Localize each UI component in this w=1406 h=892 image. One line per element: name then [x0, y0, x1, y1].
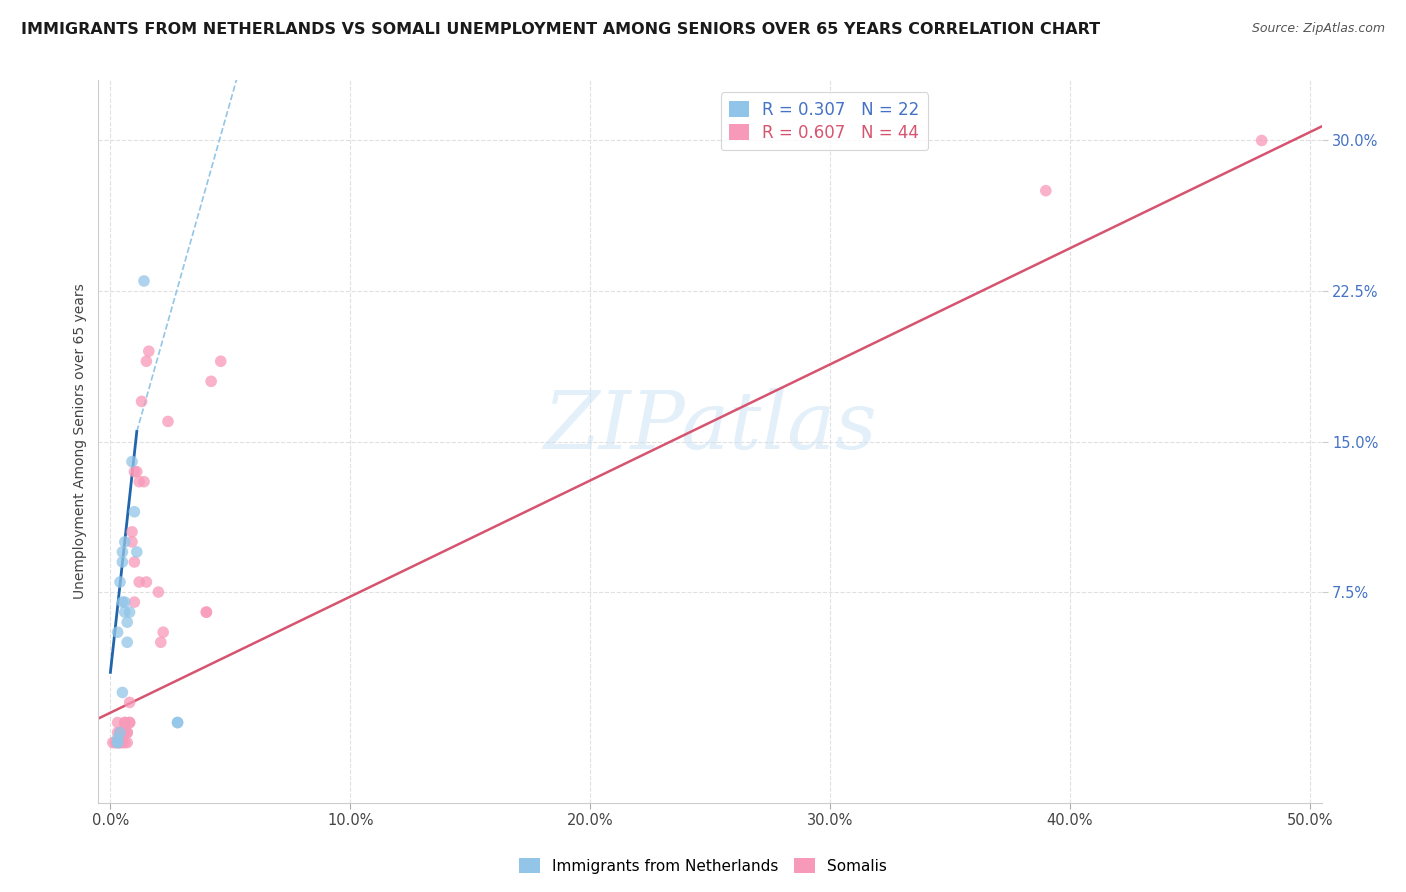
Point [111, 595, 134, 609]
Point [114, 595, 136, 609]
Point [166, 715, 188, 730]
Point [124, 505, 146, 519]
Point [115, 735, 138, 749]
Point [118, 696, 141, 710]
Point [128, 475, 150, 489]
Point [107, 735, 129, 749]
Point [121, 454, 143, 469]
Point [125, 545, 148, 559]
Y-axis label: Unemployment Among Seniors over 65 years: Unemployment Among Seniors over 65 years [73, 284, 87, 599]
Point [115, 635, 138, 649]
Point [107, 725, 129, 739]
Point [114, 715, 136, 730]
Point [101, 735, 124, 749]
Point [115, 725, 138, 739]
Point [135, 574, 157, 589]
Point [152, 625, 174, 640]
Point [124, 465, 146, 479]
Point [156, 414, 179, 428]
Point [132, 475, 155, 489]
Legend: R = 0.307   N = 22, R = 0.607   N = 44: R = 0.307 N = 22, R = 0.607 N = 44 [721, 92, 928, 150]
Text: Source: ZipAtlas.com: Source: ZipAtlas.com [1251, 22, 1385, 36]
Point [108, 574, 131, 589]
Point [111, 685, 134, 699]
Point [138, 344, 160, 359]
Point [107, 625, 129, 640]
Point [118, 715, 141, 730]
Point [118, 605, 141, 619]
Point [111, 735, 134, 749]
Point [108, 725, 131, 739]
Point [111, 725, 134, 739]
Point [195, 605, 218, 619]
Point [132, 274, 155, 288]
Point [124, 555, 146, 569]
Point [114, 605, 136, 619]
Point [115, 615, 138, 630]
Point [108, 735, 131, 749]
Point [104, 735, 127, 749]
Point [114, 715, 136, 730]
Point [107, 715, 129, 730]
Point [195, 605, 218, 619]
Point [125, 465, 148, 479]
Point [149, 635, 172, 649]
Point [131, 394, 153, 409]
Point [107, 735, 129, 749]
Text: ZIPatlas: ZIPatlas [543, 388, 877, 466]
Point [114, 534, 136, 549]
Point [1035, 184, 1057, 198]
Point [128, 574, 150, 589]
Point [135, 354, 157, 368]
Point [115, 725, 138, 739]
Point [124, 595, 146, 609]
Point [111, 555, 134, 569]
Point [148, 585, 170, 599]
Point [114, 725, 136, 739]
Point [107, 735, 129, 749]
Point [111, 725, 134, 739]
Point [1250, 133, 1272, 147]
Point [107, 731, 129, 746]
Point [121, 534, 143, 549]
Point [121, 524, 143, 539]
Point [108, 735, 131, 749]
Point [111, 545, 134, 559]
Point [200, 375, 222, 389]
Point [114, 735, 136, 749]
Point [118, 715, 141, 730]
Point [108, 725, 131, 739]
Point [166, 715, 188, 730]
Text: IMMIGRANTS FROM NETHERLANDS VS SOMALI UNEMPLOYMENT AMONG SENIORS OVER 65 YEARS C: IMMIGRANTS FROM NETHERLANDS VS SOMALI UN… [21, 22, 1101, 37]
Legend: Immigrants from Netherlands, Somalis: Immigrants from Netherlands, Somalis [513, 852, 893, 880]
Point [209, 354, 232, 368]
